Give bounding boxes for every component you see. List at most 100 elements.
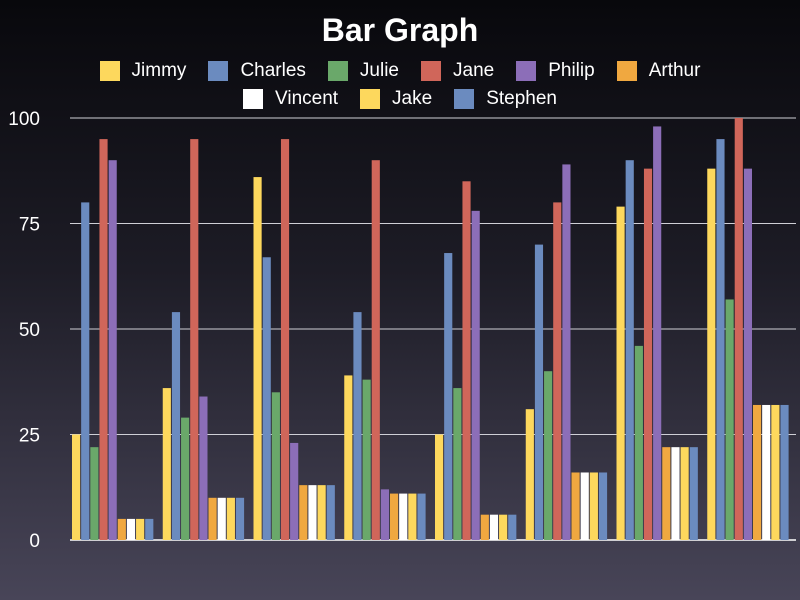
bar-jimmy-1[interactable] xyxy=(72,434,81,541)
bar-jake-6[interactable] xyxy=(589,472,598,540)
bar-jane-6[interactable] xyxy=(553,202,562,540)
bar-charles-3[interactable] xyxy=(262,257,271,540)
legend-swatch xyxy=(421,61,441,81)
legend-label: Arthur xyxy=(648,60,701,81)
legend-swatch xyxy=(243,89,264,109)
bar-jane-3[interactable] xyxy=(280,139,290,540)
legend-item[interactable]: Jake xyxy=(360,88,432,110)
bar-charles-2[interactable] xyxy=(171,312,181,540)
bar-stephen-7[interactable] xyxy=(689,447,698,540)
bar-jake-2[interactable] xyxy=(226,497,235,540)
bar-jane-8[interactable] xyxy=(734,118,743,540)
bar-arthur-8[interactable] xyxy=(753,404,762,540)
bar-jimmy-3[interactable] xyxy=(253,177,262,540)
bar-jane-4[interactable] xyxy=(371,160,380,540)
bar-philip-4[interactable] xyxy=(380,489,389,540)
bar-vincent-4[interactable] xyxy=(399,493,408,540)
bar-stephen-4[interactable] xyxy=(417,493,426,540)
bar-jake-5[interactable] xyxy=(499,514,508,540)
bar-arthur-2[interactable] xyxy=(208,497,217,540)
bar-charles-8[interactable] xyxy=(716,139,725,540)
bar-vincent-2[interactable] xyxy=(217,497,226,540)
legend-label: Julie xyxy=(359,60,399,81)
bar-philip-2[interactable] xyxy=(199,396,208,540)
bar-arthur-3[interactable] xyxy=(299,485,308,540)
bar-arthur-5[interactable] xyxy=(480,514,489,540)
bar-vincent-8[interactable] xyxy=(762,404,771,540)
bar-julie-4[interactable] xyxy=(362,379,371,540)
bar-charles-6[interactable] xyxy=(534,244,544,540)
bar-jane-5[interactable] xyxy=(462,181,471,541)
bar-jimmy-2[interactable] xyxy=(162,388,171,540)
legend-label: Jake xyxy=(392,88,433,109)
bar-philip-8[interactable] xyxy=(743,168,752,540)
bar-stephen-5[interactable] xyxy=(508,514,517,540)
bar-jake-3[interactable] xyxy=(317,485,326,540)
legend-swatch xyxy=(327,61,348,81)
legend-label: Stephen xyxy=(486,88,557,109)
legend-label: Charles xyxy=(240,60,306,81)
bar-vincent-7[interactable] xyxy=(671,447,680,540)
bar-stephen-2[interactable] xyxy=(235,497,245,540)
legend-item[interactable]: Charles xyxy=(208,60,306,82)
legend-swatch xyxy=(516,61,537,81)
legend-row-1: Jimmy Charles Julie Jane Philip Arthur xyxy=(0,60,800,82)
bar-julie-2[interactable] xyxy=(181,417,190,540)
bar-charles-4[interactable] xyxy=(353,312,362,540)
bar-jimmy-4[interactable] xyxy=(344,375,353,540)
bar-jake-1[interactable] xyxy=(136,518,145,540)
legend-item[interactable]: Julie xyxy=(327,60,399,82)
bar-julie-1[interactable] xyxy=(90,447,99,540)
bar-jimmy-5[interactable] xyxy=(435,434,444,541)
legend-item[interactable]: Arthur xyxy=(616,60,701,82)
y-tick-label: 100 xyxy=(8,109,40,130)
bar-arthur-6[interactable] xyxy=(571,472,580,540)
bar-julie-5[interactable] xyxy=(453,388,462,540)
bar-philip-6[interactable] xyxy=(562,164,571,541)
legend-item[interactable]: Vincent xyxy=(243,88,338,110)
bar-philip-1[interactable] xyxy=(108,160,117,540)
bar-julie-6[interactable] xyxy=(544,371,553,540)
bar-stephen-6[interactable] xyxy=(598,472,608,540)
bar-vincent-6[interactable] xyxy=(580,472,589,540)
bar-stephen-8[interactable] xyxy=(780,404,789,540)
bar-jake-7[interactable] xyxy=(680,447,689,540)
bar-jane-2[interactable] xyxy=(190,139,199,540)
legend-swatch xyxy=(208,61,229,81)
y-tick-label: 0 xyxy=(29,531,40,552)
bar-vincent-5[interactable] xyxy=(489,514,499,540)
bar-stephen-3[interactable] xyxy=(326,485,335,540)
bar-jimmy-6[interactable] xyxy=(525,409,534,540)
bar-jake-4[interactable] xyxy=(408,493,417,540)
legend-item[interactable]: Philip xyxy=(516,60,595,82)
bar-julie-8[interactable] xyxy=(725,299,734,540)
bar-arthur-7[interactable] xyxy=(662,447,671,540)
bar-charles-7[interactable] xyxy=(625,160,634,540)
bar-jane-1[interactable] xyxy=(99,139,108,540)
legend-label: Jimmy xyxy=(131,60,187,81)
bar-philip-7[interactable] xyxy=(653,126,662,540)
bar-jane-7[interactable] xyxy=(643,168,653,540)
legend-item[interactable]: Stephen xyxy=(454,88,557,110)
bar-arthur-4[interactable] xyxy=(390,493,399,540)
bar-stephen-1[interactable] xyxy=(145,518,154,540)
legend-item[interactable]: Jimmy xyxy=(99,60,187,82)
bar-jimmy-7[interactable] xyxy=(616,206,625,540)
legend-swatch xyxy=(616,61,637,81)
bar-arthur-1[interactable] xyxy=(117,518,126,540)
chart-title: Bar Graph xyxy=(321,12,479,48)
bar-vincent-1[interactable] xyxy=(126,518,136,540)
y-tick-label: 50 xyxy=(19,320,40,341)
legend-item[interactable]: Jane xyxy=(421,60,494,82)
bar-julie-3[interactable] xyxy=(271,392,280,540)
bar-jimmy-8[interactable] xyxy=(707,168,716,540)
bar-philip-3[interactable] xyxy=(290,442,299,540)
legend-label: Vincent xyxy=(275,88,339,109)
bar-charles-5[interactable] xyxy=(444,253,453,541)
bar-charles-1[interactable] xyxy=(81,202,90,540)
bar-philip-5[interactable] xyxy=(471,210,480,540)
bar-julie-7[interactable] xyxy=(634,345,643,540)
legend-swatch xyxy=(454,89,475,109)
bar-jake-8[interactable] xyxy=(771,404,780,540)
bar-vincent-3[interactable] xyxy=(308,485,317,540)
